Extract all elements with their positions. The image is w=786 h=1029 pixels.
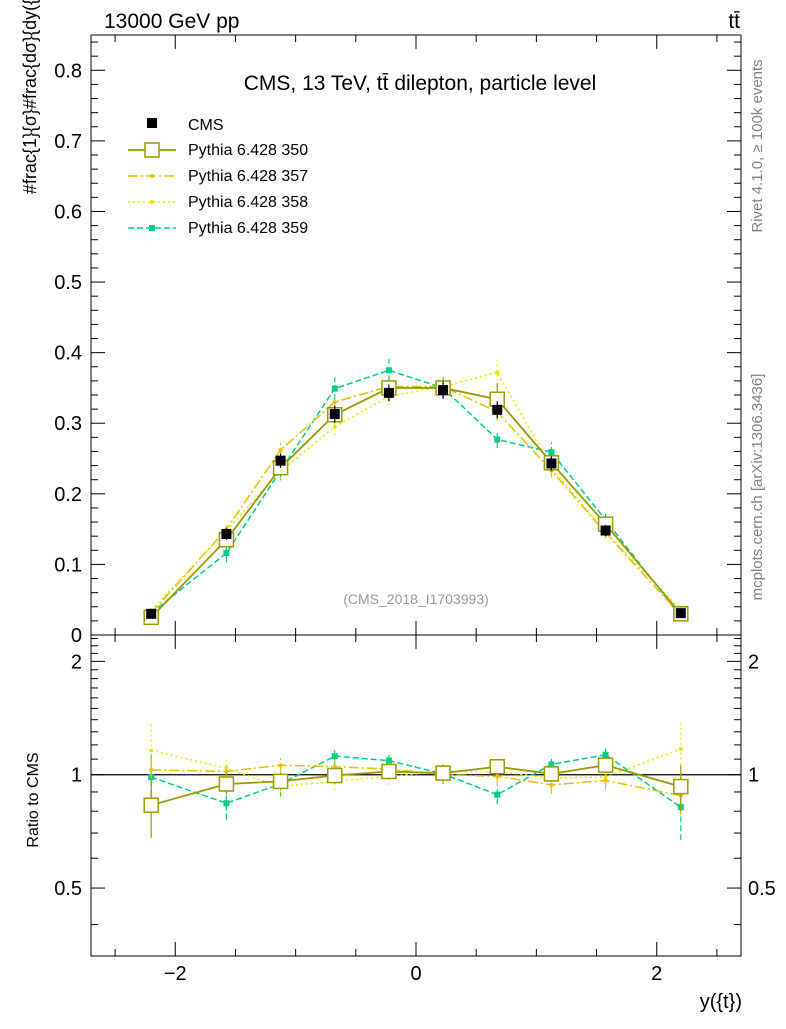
y-axis-label-main: #frac{1}{σ}#frac{dσ}{dy({t})}: [20, 0, 40, 194]
y-tick-label: 0.4: [54, 343, 82, 365]
x-axis-label: y({t}): [700, 991, 742, 1013]
y-tick-label: 0: [71, 625, 82, 647]
legend-marker-357: [150, 174, 154, 178]
legend-marker-359: [149, 225, 155, 231]
ratio-point: [673, 778, 689, 795]
cms-data-point: [546, 458, 557, 469]
ratio-point: [272, 773, 289, 790]
ratio-point: [548, 761, 555, 768]
plot-title: CMS, 13 TeV, tt̄ dilepton, particle leve…: [244, 72, 597, 95]
ratio-line-pythia-6.428-359: [150, 753, 682, 808]
header-left: 13000 GeV pp: [104, 10, 239, 33]
ratio-point: [332, 764, 337, 769]
ratio-point: [278, 763, 283, 768]
main-point: [385, 367, 392, 374]
y-tick-label: 0.6: [54, 201, 82, 223]
cms-data-point: [275, 455, 286, 466]
cms-data-point: [146, 608, 157, 619]
ratio-point: [543, 766, 560, 782]
cms-data-point: [329, 409, 340, 420]
x-tick-label: 0: [410, 963, 421, 985]
y-tick-label: 0.2: [54, 484, 82, 506]
main-point: [331, 385, 338, 392]
ratio-point: [549, 782, 554, 787]
cms-data-point: [675, 608, 686, 619]
ratio-line-pythia-6.428-350: [150, 764, 682, 807]
ratio-point: [603, 778, 608, 783]
ratio-tick-label-right: 0.5: [748, 878, 776, 900]
ratio-point: [149, 767, 154, 772]
main-line-pythia-6.428-357: [150, 385, 682, 616]
ratio-line-pythia-6.428-358: [151, 748, 682, 788]
y-tick-label: 0.7: [54, 131, 82, 153]
ratio-tick-label: 0.5: [54, 878, 82, 900]
legend-label-350: Pythia 6.428 350: [188, 142, 308, 159]
cms-data-point: [600, 525, 611, 536]
x-tick-label: −2: [164, 963, 187, 985]
cms-data-point: [438, 385, 449, 396]
ratio-point: [489, 758, 505, 775]
ratio-point: [495, 774, 500, 779]
ratio-point: [218, 776, 235, 792]
legend-marker-350: [144, 142, 160, 158]
legend-marker-cms: [147, 118, 157, 128]
ratio-point: [435, 765, 451, 781]
main-line-pythia-6.428-359: [150, 369, 682, 618]
y-tick-label: 0.8: [54, 60, 82, 82]
legend-label-cms: CMS: [188, 117, 224, 134]
ratio-point: [327, 767, 343, 784]
ratio-point: [331, 753, 338, 760]
x-tick-label: 2: [651, 963, 662, 985]
ratio-tick-label: 1: [71, 765, 82, 787]
legend-label-359: Pythia 6.428 359: [188, 220, 308, 237]
ratio-point: [385, 757, 392, 764]
ratio-point: [149, 748, 154, 753]
ratio-point: [224, 766, 229, 771]
main-point: [548, 449, 555, 456]
main-point: [332, 400, 337, 405]
cms-data-point: [492, 404, 503, 415]
ratio-point: [143, 797, 159, 813]
legend-label-357: Pythia 6.428 357: [188, 168, 308, 185]
main-line-pythia-6.428-350: [150, 387, 682, 618]
header-right: tt̄: [728, 10, 740, 33]
ratio-point: [597, 757, 614, 773]
main-point: [278, 448, 283, 453]
ratio-point: [224, 769, 229, 774]
y-tick-label: 0.5: [54, 272, 82, 294]
rivet-version-label: Rivet 4.1.0, ≥ 100k events: [749, 59, 766, 232]
y-axis-label-ratio: Ratio to CMS: [25, 752, 42, 847]
legend-label-358: Pythia 6.428 358: [188, 194, 308, 211]
ratio-point: [494, 791, 501, 798]
ratio-tick-label: 2: [71, 651, 82, 673]
ratio-point: [223, 800, 230, 807]
main-point: [332, 424, 337, 429]
y-tick-label: 0.1: [54, 554, 82, 576]
mcplots-label: mcplots.cern.ch [arXiv:1306.3436]: [749, 374, 766, 601]
main-point: [494, 436, 501, 443]
analysis-watermark: (CMS_2018_I1703993): [343, 591, 489, 607]
ratio-point: [381, 763, 397, 780]
cms-data-point: [383, 387, 394, 398]
ratio-point: [603, 775, 608, 780]
cms-data-point: [221, 529, 232, 540]
legend-marker-358: [150, 200, 154, 204]
main-point: [495, 370, 500, 375]
main-point: [223, 550, 230, 557]
ratio-point: [678, 747, 683, 752]
main-line-pythia-6.428-358: [150, 371, 682, 611]
ratio-tick-label-right: 2: [748, 651, 759, 673]
y-tick-label: 0.3: [54, 413, 82, 435]
legend: CMS Pythia 6.428 350 Pythia 6.428 357 Py…: [128, 117, 308, 237]
ratio-point: [602, 751, 609, 758]
ratio-tick-label-right: 1: [748, 765, 759, 787]
